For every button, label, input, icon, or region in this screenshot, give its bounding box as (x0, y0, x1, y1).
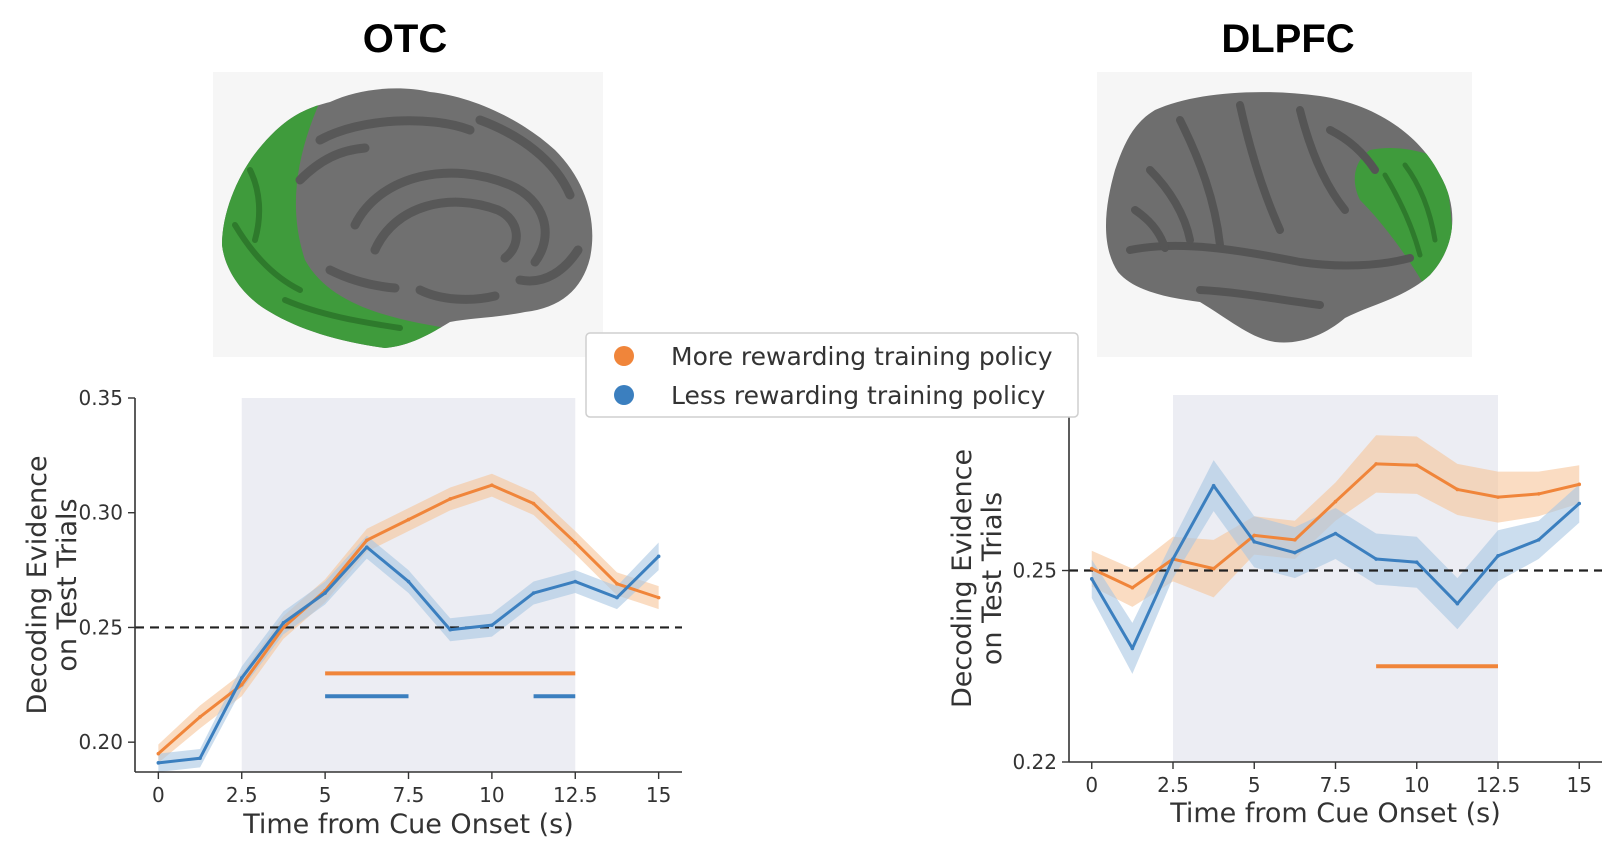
otc-y-tick-label: 0.20 (78, 730, 123, 754)
dlpfc-point-less (1496, 554, 1500, 558)
otc-point-more (615, 582, 619, 586)
dlpfc-band-more (1091, 435, 1580, 607)
otc-x-tick-label: 15 (646, 783, 671, 807)
dlpfc-x-tick-label: 15 (1567, 773, 1592, 797)
dlpfc-point-less (1455, 601, 1460, 606)
otc-point-more (490, 483, 494, 487)
otc-point-less (156, 761, 161, 765)
otc-x-tick-label: 7.5 (393, 783, 425, 807)
dlpfc-band-less (1091, 460, 1580, 674)
dlpfc-point-more (1577, 482, 1582, 487)
legend-marker-less (614, 385, 634, 405)
dlpfc-point-less (1089, 577, 1094, 581)
otc-point-more (156, 751, 161, 756)
otc-chart: 0 2.5 5 7.5 10 12.5 15 0.20 0.25 0.30 0.35 Time fro… (22, 386, 682, 840)
dlpfc-point-more (1374, 462, 1378, 466)
otc-title: OTC (363, 17, 447, 61)
dlpfc-point-less (1374, 557, 1378, 561)
dlpfc-x-tick-label: 2.5 (1157, 773, 1189, 797)
brain-lateral-view-icon (1097, 72, 1472, 357)
otc-x-tick-label: 2.5 (226, 783, 258, 807)
otc-y-tick-label: 0.35 (78, 386, 123, 410)
dlpfc-x-tick-label: 12.5 (1476, 773, 1521, 797)
dlpfc-point-less (1577, 501, 1582, 506)
dlpfc-x-tick-label: 10 (1404, 773, 1429, 797)
brain-medial-view-icon (213, 72, 603, 357)
otc-point-less (198, 756, 202, 761)
dlpfc-point-less (1252, 540, 1257, 544)
otc-y-axis-label: Decoding Evidenceon Test Trials (22, 455, 83, 714)
dlpfc-point-more (1089, 566, 1094, 571)
otc-point-more (448, 497, 452, 501)
legend-box (585, 332, 1079, 418)
otc-x-tick-label: 5 (319, 783, 332, 807)
dlpfc-x-tick-label: 0 (1085, 773, 1098, 797)
otc-point-less (281, 621, 286, 625)
otc-point-less (656, 554, 661, 559)
dlpfc-point-less (1536, 538, 1541, 542)
otc-point-more (365, 538, 369, 543)
dlpfc-point-less (1293, 550, 1297, 555)
dlpfc-point-more (1211, 566, 1216, 571)
otc-point-less (615, 595, 619, 600)
otc-point-less (490, 623, 494, 627)
otc-point-less (239, 676, 244, 680)
otc-point-more (406, 517, 411, 522)
legend-marker-more (614, 346, 634, 366)
otc-point-more (281, 625, 286, 630)
otc-point-less (365, 545, 369, 549)
dlpfc-point-more (1293, 538, 1297, 542)
otc-y-tick-label: 0.30 (78, 501, 123, 525)
dlpfc-x-tick-label: 7.5 (1320, 773, 1352, 797)
otc-x-tick-label: 0 (152, 783, 165, 807)
dlpfc-y-axis-label: Decoding Evidenceon Test Trials (947, 449, 1008, 708)
otc-point-more (573, 540, 578, 545)
otc-point-more (531, 501, 536, 506)
dlpfc-y-tick-label: 0.22 (1012, 750, 1057, 774)
dlpfc-x-tick-label: 5 (1248, 773, 1261, 797)
otc-point-less (573, 579, 578, 584)
otc-point-more (656, 595, 661, 600)
otc-x-axis-label: Time from Cue Onset (s) (242, 809, 574, 840)
dlpfc-point-more (1130, 585, 1135, 590)
dlpfc-point-more (1536, 492, 1541, 496)
otc-point-less (323, 591, 327, 595)
otc-point-less (531, 591, 536, 595)
legend-label-more: More rewarding training policy (671, 342, 1053, 371)
otc-point-less (448, 627, 452, 632)
otc-point-more (239, 683, 244, 687)
dlpfc-title: DLPFC (1221, 17, 1354, 61)
legend-label-less: Less rewarding training policy (671, 381, 1046, 410)
dlpfc-point-more (1455, 487, 1460, 492)
dlpfc-point-less (1211, 483, 1216, 488)
dlpfc-point-less (1171, 557, 1175, 561)
otc-y-tick-label: 0.25 (78, 615, 123, 639)
legend: More rewarding training policy Less rewa… (585, 332, 1079, 418)
dlpfc-point-more (1333, 499, 1338, 504)
otc-x-tick-label: 10 (479, 783, 504, 807)
dlpfc-x-axis-label: Time from Cue Onset (s) (1169, 798, 1501, 829)
otc-x-tick-label: 12.5 (553, 783, 598, 807)
otc-point-less (406, 579, 411, 584)
dlpfc-point-more (1414, 463, 1419, 468)
dlpfc-point-more (1496, 495, 1500, 499)
dlpfc-chart: 0 2.5 5 7.5 10 12.5 15 0.22 0.25 Time from Cue On… (947, 395, 1602, 829)
otc-point-more (198, 715, 202, 719)
dlpfc-y-tick-label: 0.25 (1012, 559, 1057, 583)
dlpfc-point-more (1252, 533, 1257, 538)
dlpfc-point-less (1414, 560, 1419, 565)
dlpfc-point-less (1333, 531, 1338, 536)
dlpfc-point-less (1130, 646, 1135, 651)
